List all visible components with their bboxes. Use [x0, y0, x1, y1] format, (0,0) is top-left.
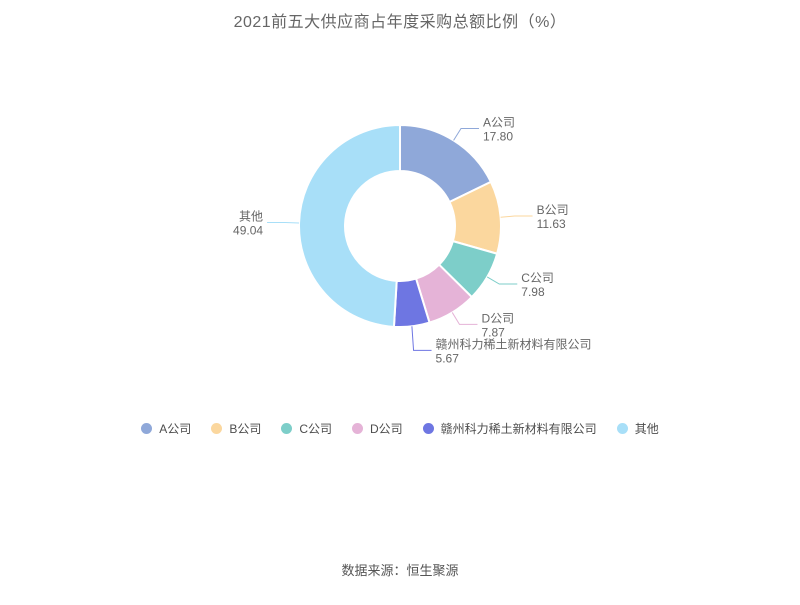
slice-label-value-2: 7.98 — [521, 285, 545, 299]
legend-label-5: 其他 — [634, 422, 659, 436]
legend-dot-2 — [281, 423, 293, 434]
label-line-1 — [500, 215, 533, 218]
legend-dot-4 — [422, 423, 434, 434]
legend-label-1: B公司 — [229, 422, 262, 436]
legend-item-1[interactable]: B公司 — [211, 420, 261, 437]
slice-label-name-1: B公司 — [537, 203, 569, 217]
label-line-3 — [451, 312, 478, 325]
data-source: 数据来源：恒生聚源 — [341, 563, 459, 578]
legend-dot-3 — [352, 423, 363, 434]
legend-item-2[interactable]: C公司 — [281, 420, 332, 437]
slice-label-name-2: C公司 — [521, 271, 554, 285]
label-line-4 — [411, 326, 432, 351]
slice-label-value-3: 7.87 — [481, 325, 505, 339]
legend-item-4[interactable]: 赣州科力稀土新材料有限公司 — [422, 420, 597, 437]
slice-label-name-4: 赣州科力稀土新材料有限公司 — [436, 336, 592, 351]
legend-item-0[interactable]: A公司 — [141, 420, 191, 437]
legend-dot-1 — [211, 423, 223, 434]
legend-label-3: D公司 — [370, 422, 403, 436]
slice-label-value-5: 49.04 — [233, 224, 263, 238]
legend-item-5[interactable]: 其他 — [616, 420, 659, 437]
legend: A公司 B公司 C公司 D公司 赣州科力稀土新材料有限公司 其他 — [0, 420, 800, 437]
legend-dot-5 — [616, 423, 628, 434]
slice-label-value-0: 17.80 — [483, 130, 513, 144]
slice-label-value-4: 5.67 — [436, 351, 460, 365]
slice-label-name-0: A公司 — [483, 116, 515, 130]
chart-title: 2021前五大供应商占年度采购总额比例（%） — [233, 14, 567, 31]
legend-label-4: 赣州科力稀土新材料有限公司 — [440, 422, 597, 436]
slice-label-value-1: 11.63 — [537, 217, 566, 231]
pie-slice-5[interactable] — [298, 124, 401, 328]
legend-label-0: A公司 — [159, 422, 192, 436]
slice-label-name-5: 其他 — [239, 210, 263, 224]
label-line-0 — [453, 128, 480, 141]
legend-dot-0 — [141, 423, 153, 434]
label-line-2 — [486, 276, 518, 285]
slice-label-name-3: D公司 — [481, 311, 514, 325]
legend-item-3[interactable]: D公司 — [352, 420, 403, 437]
legend-label-2: C公司 — [299, 422, 332, 436]
